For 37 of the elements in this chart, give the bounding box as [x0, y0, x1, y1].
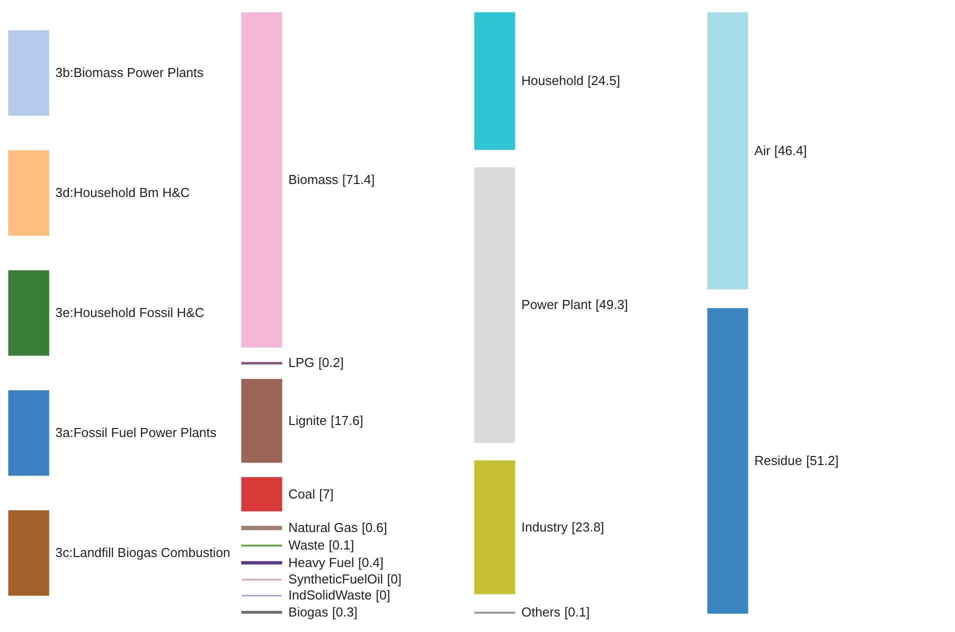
category-label: Industry	[521, 519, 568, 534]
data-label: [0.4]	[358, 554, 384, 570]
data-label: [51.2]	[806, 452, 839, 468]
data-label: [0.3]	[332, 604, 358, 620]
category-label: Coal	[288, 486, 316, 502]
category-label: Residue	[754, 452, 802, 468]
data-label: [0]	[387, 572, 402, 587]
data-label: [49.3]	[595, 297, 628, 312]
category-label: Biogas	[288, 604, 329, 620]
data-label: [23.8]	[572, 519, 604, 534]
category-label: 3b:Biomass Power Plants	[55, 65, 204, 80]
category-label: Household	[521, 73, 584, 88]
category-label: 3e:Household Fossil H&C	[55, 305, 204, 320]
category-label: Air	[754, 142, 771, 158]
category-label: IndSolidWaste	[288, 588, 372, 603]
category-label: LPG	[288, 355, 314, 370]
category-label: 3d:Household Bm H&C	[55, 185, 190, 200]
data-label: [0]	[376, 588, 390, 603]
data-label: [0.6]	[362, 520, 388, 536]
category-label: Waste	[288, 538, 325, 553]
category-label: SyntheticFuelOil	[288, 572, 384, 587]
category-label: Power Plant	[521, 297, 592, 312]
category-label: Heavy Fuel	[288, 554, 354, 570]
category-label: Lignite	[288, 412, 327, 428]
data-label: [24.5]	[588, 73, 620, 88]
category-label: Natural Gas	[288, 520, 358, 536]
category-label: 3a:Fossil Fuel Power Plants	[55, 425, 218, 440]
category-label: 3c:Landfill Biogas Combustion	[55, 545, 230, 560]
category-label: Others	[521, 604, 561, 620]
data-label: [0.2]	[318, 355, 344, 370]
data-label: [0.1]	[564, 604, 590, 620]
data-label: [71.4]	[342, 172, 375, 187]
data-label: [46.4]	[774, 142, 807, 158]
data-label: [0.1]	[328, 538, 354, 553]
data-label: [7]	[319, 486, 334, 502]
data-label: [17.6]	[330, 412, 364, 428]
category-label: Biomass	[288, 172, 339, 187]
